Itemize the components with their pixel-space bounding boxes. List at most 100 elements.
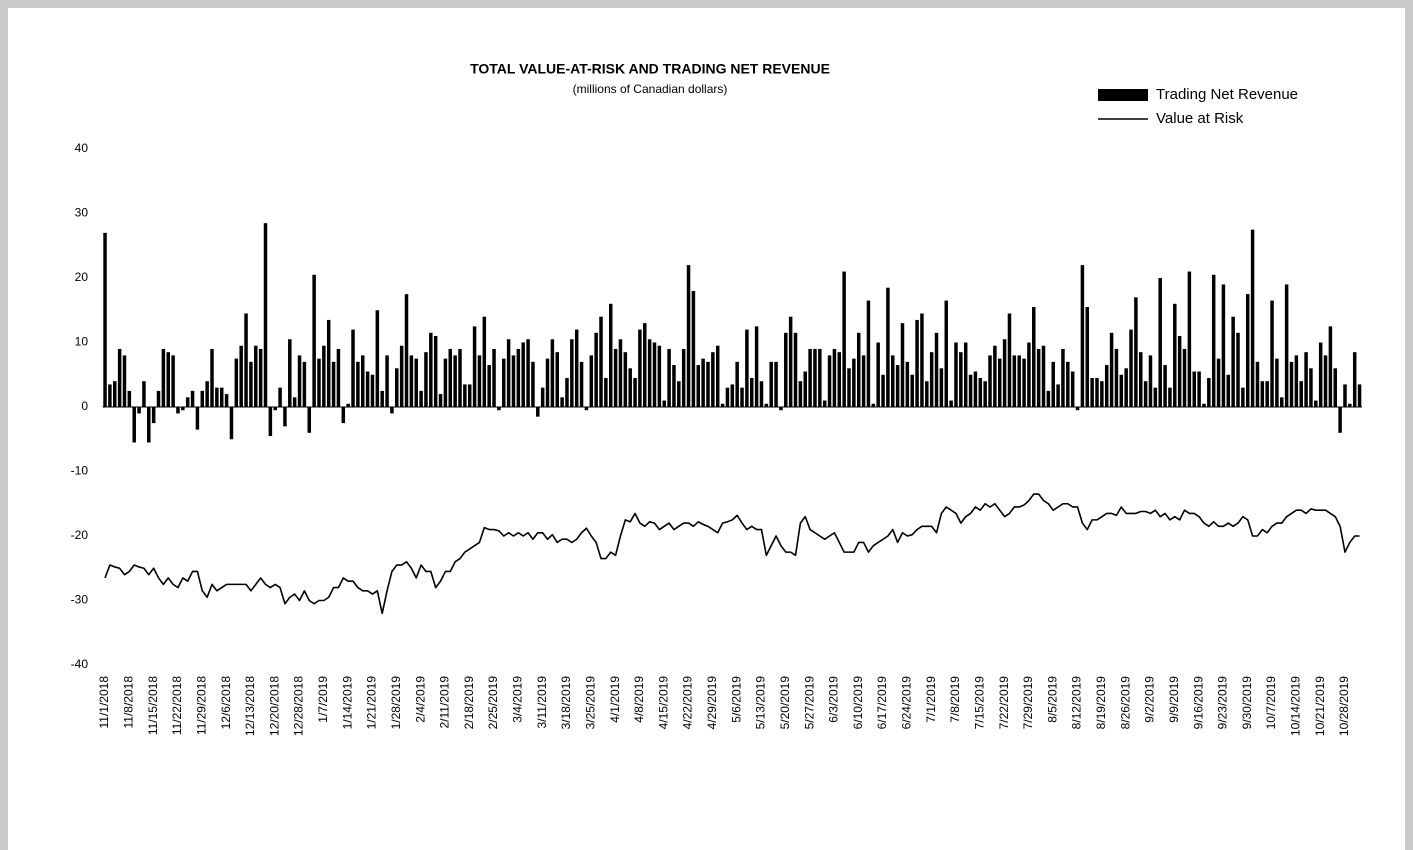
x-tick-label: 8/26/2019 <box>1118 676 1132 730</box>
bar <box>244 313 248 407</box>
bar <box>1032 307 1036 407</box>
bar <box>1284 284 1289 407</box>
bar <box>268 407 273 437</box>
bar <box>555 352 559 407</box>
bar <box>910 374 914 407</box>
bar <box>745 329 749 407</box>
bar <box>161 348 166 407</box>
bar <box>1318 342 1323 407</box>
bar <box>234 358 239 407</box>
bar <box>1012 355 1017 407</box>
x-tick-label: 7/29/2019 <box>1021 676 1035 730</box>
x-tick-label: 11/22/2018 <box>170 676 184 735</box>
bar <box>856 332 861 407</box>
bar <box>224 394 229 407</box>
y-tick-label: -20 <box>71 528 89 542</box>
bar <box>852 358 856 407</box>
x-tick-label: 12/13/2018 <box>243 676 257 736</box>
bar <box>288 339 292 407</box>
x-tick-label: 6/10/2019 <box>851 676 865 730</box>
bar <box>1270 300 1274 407</box>
x-tick-label: 10/14/2019 <box>1289 676 1303 736</box>
x-tick-label: 11/15/2018 <box>146 676 160 735</box>
bar <box>151 407 156 424</box>
line <box>104 493 1360 615</box>
bar <box>847 368 851 407</box>
bar <box>540 387 545 407</box>
bar <box>429 332 433 407</box>
bar <box>185 397 190 407</box>
x-tick-label: 2/11/2019 <box>438 676 452 729</box>
bar <box>1051 361 1055 407</box>
bar <box>925 381 929 407</box>
bar <box>1017 355 1021 407</box>
bar <box>842 271 846 407</box>
bar <box>1148 355 1153 407</box>
bar <box>866 300 871 407</box>
bar <box>127 390 132 407</box>
bar <box>720 403 725 407</box>
bar <box>1314 400 1318 407</box>
bar <box>1280 397 1284 407</box>
bar <box>895 365 900 407</box>
x-tick-label: 11/29/2018 <box>194 676 208 735</box>
bar <box>579 361 584 407</box>
bar <box>254 345 258 407</box>
bar <box>365 371 370 407</box>
bar <box>647 339 652 407</box>
bar <box>929 352 934 407</box>
bar <box>959 352 963 407</box>
bar <box>638 329 642 407</box>
x-tick-label: 4/22/2019 <box>681 676 695 730</box>
x-tick-label: 9/9/2019 <box>1167 676 1181 723</box>
bar <box>1241 387 1245 407</box>
bar <box>215 387 219 407</box>
bar <box>1192 371 1196 407</box>
bar <box>424 352 428 407</box>
bar <box>759 381 764 407</box>
bar <box>497 407 501 411</box>
bar <box>1250 229 1255 407</box>
bar <box>1100 381 1104 407</box>
bar <box>292 397 297 407</box>
bar <box>181 407 185 411</box>
x-tick-label: 9/30/2019 <box>1240 676 1254 730</box>
bar <box>390 407 394 414</box>
bar <box>871 403 876 407</box>
bar <box>963 342 968 407</box>
bar <box>122 355 127 407</box>
bar <box>370 374 375 407</box>
bar <box>117 348 122 407</box>
bar <box>341 407 346 424</box>
x-tick-label: 7/15/2019 <box>972 676 986 730</box>
bar <box>1158 278 1162 407</box>
bar <box>1129 329 1133 407</box>
bar <box>433 336 438 407</box>
bar <box>438 394 443 407</box>
bar <box>691 290 696 407</box>
y-tick-label: -40 <box>71 657 89 671</box>
bar <box>560 397 564 407</box>
x-tick-label: 8/5/2019 <box>1045 676 1059 723</box>
bar <box>1182 348 1187 407</box>
bar <box>1236 332 1240 407</box>
bar <box>584 407 589 411</box>
x-tick-label: 9/23/2019 <box>1216 676 1230 730</box>
bar <box>754 326 759 407</box>
bar <box>672 365 676 407</box>
bar <box>1080 265 1085 407</box>
bar <box>302 361 307 407</box>
bar <box>1275 358 1279 407</box>
bar <box>1323 355 1328 407</box>
bar <box>458 348 462 407</box>
bar <box>414 358 418 407</box>
bar <box>1328 326 1333 407</box>
y-tick-label: 30 <box>75 206 89 220</box>
bar <box>399 345 404 407</box>
x-tick-label: 2/25/2019 <box>486 676 500 730</box>
bar <box>832 348 837 407</box>
legend-label: Trading Net Revenue <box>1156 86 1298 103</box>
bar <box>1197 371 1201 407</box>
bar <box>861 355 866 407</box>
